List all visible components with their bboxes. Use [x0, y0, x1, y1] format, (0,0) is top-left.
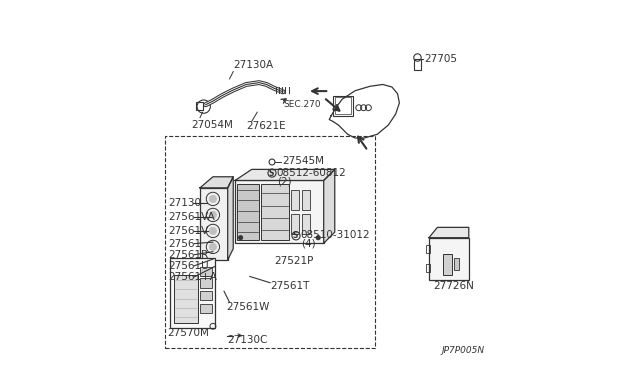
Bar	[165, 136, 376, 349]
Polygon shape	[200, 177, 233, 188]
Bar	[443, 254, 452, 275]
Text: 27561+A: 27561+A	[168, 272, 218, 282]
Bar	[196, 102, 203, 110]
Bar	[200, 278, 212, 288]
Bar	[335, 97, 351, 114]
Text: 27561VA: 27561VA	[168, 212, 216, 222]
Bar	[301, 214, 310, 234]
Text: 27561: 27561	[168, 238, 202, 248]
Text: JP7P005N: JP7P005N	[441, 346, 484, 355]
Text: 27054M: 27054M	[191, 120, 233, 130]
Circle shape	[316, 235, 321, 240]
Text: 27726N: 27726N	[434, 282, 475, 291]
Text: (4): (4)	[301, 238, 316, 248]
Text: 27561U: 27561U	[168, 261, 209, 271]
Bar	[235, 180, 324, 243]
Circle shape	[239, 235, 243, 240]
Bar	[261, 184, 289, 240]
Bar	[426, 263, 429, 272]
Bar	[291, 214, 300, 234]
Text: 27705: 27705	[424, 54, 457, 64]
Bar	[237, 184, 259, 240]
Text: S: S	[268, 169, 273, 177]
Bar	[291, 190, 300, 210]
Bar	[200, 188, 228, 260]
Text: 27570M: 27570M	[167, 328, 209, 337]
Text: (2): (2)	[277, 177, 291, 187]
Bar	[429, 238, 468, 280]
Bar	[200, 304, 212, 313]
Bar	[414, 59, 420, 70]
Bar	[426, 245, 429, 253]
Text: 27621E: 27621E	[246, 121, 286, 131]
Text: S: S	[292, 231, 298, 240]
Bar	[174, 275, 198, 323]
Text: 27130C: 27130C	[227, 335, 268, 345]
Polygon shape	[228, 177, 233, 260]
Text: 27561V: 27561V	[168, 226, 209, 236]
Text: 27561T: 27561T	[270, 281, 310, 291]
Text: 27130: 27130	[168, 198, 202, 208]
Bar	[200, 291, 212, 301]
Polygon shape	[324, 169, 335, 243]
Polygon shape	[429, 227, 468, 238]
Bar	[170, 258, 215, 328]
Bar	[454, 258, 459, 270]
Polygon shape	[235, 169, 335, 180]
Bar	[200, 267, 212, 276]
Bar	[301, 190, 310, 210]
Circle shape	[209, 195, 216, 203]
Text: 27561R: 27561R	[168, 250, 209, 260]
Text: SEC.270: SEC.270	[283, 100, 321, 109]
Circle shape	[209, 211, 216, 219]
Text: 08512-60812: 08512-60812	[277, 168, 346, 178]
Text: 27545M: 27545M	[282, 156, 324, 166]
Bar	[333, 96, 353, 116]
Circle shape	[209, 243, 216, 251]
Circle shape	[209, 227, 216, 235]
Text: 27521P: 27521P	[274, 256, 313, 266]
Text: 27561W: 27561W	[226, 302, 269, 312]
Text: 27130A: 27130A	[233, 60, 273, 70]
Text: 08510-31012: 08510-31012	[301, 230, 371, 240]
